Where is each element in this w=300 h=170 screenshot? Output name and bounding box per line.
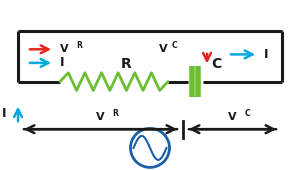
Text: V: V: [228, 112, 237, 122]
Text: C: C: [172, 41, 177, 49]
Text: R: R: [76, 41, 82, 49]
Text: R: R: [121, 57, 131, 71]
Text: I: I: [2, 107, 6, 120]
Text: I: I: [60, 56, 64, 69]
Text: C: C: [211, 57, 221, 71]
Text: I: I: [264, 48, 268, 61]
Text: V: V: [96, 112, 105, 122]
Text: C: C: [244, 109, 250, 118]
Text: V: V: [159, 44, 168, 54]
Text: R: R: [112, 109, 118, 118]
Text: V: V: [60, 44, 69, 54]
